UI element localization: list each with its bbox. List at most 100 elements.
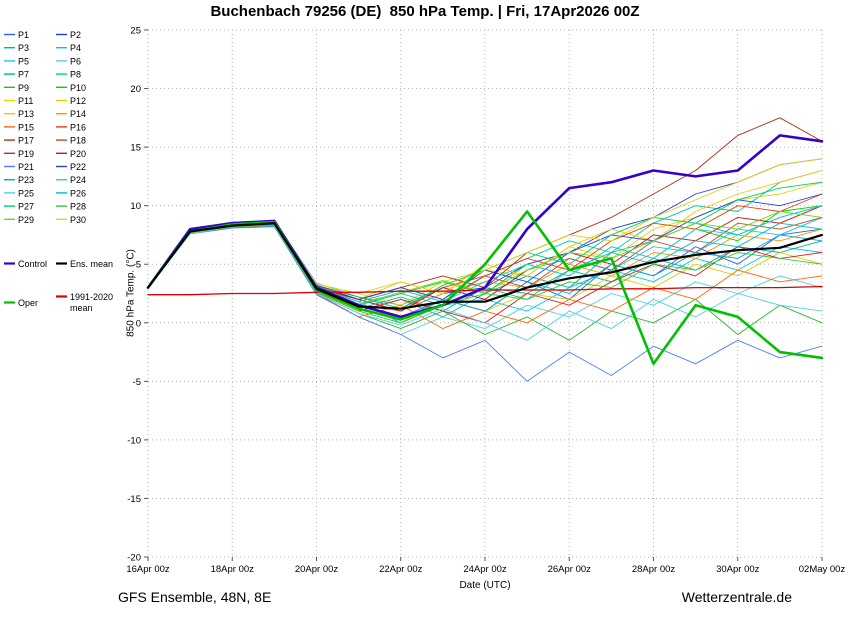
legend-label: P4 <box>70 43 81 53</box>
y-tick-label: 10 <box>130 201 141 212</box>
legend-label: 1991-2020 <box>70 292 113 302</box>
legend-item-p28: P28 <box>56 202 86 212</box>
legend-item-p13: P13 <box>4 109 34 119</box>
legend-label: P3 <box>18 43 29 53</box>
legend-label: P10 <box>70 83 86 93</box>
footer-source-label: Wetterzentrale.de <box>681 589 792 605</box>
legend-item-p24: P24 <box>56 175 86 185</box>
legend-item-ens-mean: Ens. mean <box>56 259 113 269</box>
legend-item-p7: P7 <box>4 70 29 80</box>
x-tick-label: 02May 00z <box>799 564 846 575</box>
legend-item-p10: P10 <box>56 83 86 93</box>
x-tick-label: 26Apr 00z <box>548 564 592 575</box>
legend-item-p11: P11 <box>4 96 33 106</box>
legend-item-p29: P29 <box>4 215 34 225</box>
legend-label: mean <box>70 303 93 313</box>
legend-label: Oper <box>18 298 38 308</box>
legend-label: P7 <box>18 70 29 80</box>
y-tick-label: 15 <box>130 143 141 154</box>
chart-title: Buchenbach 79256 (DE) 850 hPa Temp. | Fr… <box>210 3 640 20</box>
series-line-ens-mean <box>146 222 824 310</box>
legend-item-p12: P12 <box>56 96 86 106</box>
legend-label: P9 <box>18 83 29 93</box>
legend-label: P13 <box>18 109 34 119</box>
x-axis-label: Date (UTC) <box>459 580 511 591</box>
legend-item-p21: P21 <box>4 162 34 172</box>
legend-item-p23: P23 <box>4 175 34 185</box>
legend-item-p26: P26 <box>56 188 86 198</box>
legend-label: P25 <box>18 188 34 198</box>
series-line-oper <box>146 210 824 366</box>
series-line-p17 <box>147 117 823 300</box>
legend-label: P20 <box>70 149 86 159</box>
legend-item-p3: P3 <box>4 43 29 53</box>
legend-item-p2: P2 <box>56 30 81 40</box>
x-tick-label: 20Apr 00z <box>295 564 339 575</box>
footer-model-label: GFS Ensemble, 48N, 8E <box>118 589 272 605</box>
legend-item-p19: P19 <box>4 149 34 159</box>
x-tick-label: 30Apr 00z <box>716 564 760 575</box>
legend-label: P28 <box>70 202 86 212</box>
series-lines <box>146 117 824 382</box>
y-tick-label: 0 <box>136 318 141 329</box>
legend: P1 P2 P3 P4 P5 P6 P7 P8 P9 P10 P11 P12 P13 P14 P15 P16 P… <box>4 30 113 313</box>
legend-label: P14 <box>70 109 86 119</box>
series-line-p21 <box>147 226 823 382</box>
legend-item-oper: Oper <box>4 298 38 308</box>
x-tick-label: 24Apr 00z <box>463 564 507 575</box>
legend-label: Ens. mean <box>70 259 113 269</box>
legend-item-p22: P22 <box>56 162 86 172</box>
x-tick-label: 28Apr 00z <box>632 564 676 575</box>
y-tick-label: -10 <box>127 435 141 446</box>
legend-item-p6: P6 <box>56 56 81 66</box>
legend-label: P27 <box>18 202 34 212</box>
legend-label: P5 <box>18 56 29 66</box>
legend-item-p8: P8 <box>56 70 81 80</box>
legend-label: P23 <box>18 175 34 185</box>
y-tick-label: 20 <box>130 84 141 95</box>
series-line-p28 <box>147 225 823 324</box>
legend-label: P21 <box>18 162 34 172</box>
legend-label: P6 <box>70 56 81 66</box>
legend-item-p1: P1 <box>4 30 29 40</box>
x-tick-label: 22Apr 00z <box>379 564 423 575</box>
legend-label: P18 <box>70 136 86 146</box>
legend-label: P29 <box>18 215 34 225</box>
y-tick-label: -20 <box>127 553 141 564</box>
legend-label: P15 <box>18 122 34 132</box>
legend-item-p16: P16 <box>56 122 86 132</box>
y-tick-label: 25 <box>130 26 141 37</box>
legend-item-p9: P9 <box>4 83 29 93</box>
x-tick-label: 18Apr 00z <box>211 564 255 575</box>
legend-label: P22 <box>70 162 86 172</box>
series-line-1991-2020-mean <box>147 285 823 296</box>
y-axis-label: 850 hPa Temp. (°C) <box>125 249 137 337</box>
legend-item-p20: P20 <box>56 149 86 159</box>
legend-item-p25: P25 <box>4 188 34 198</box>
legend-item-p14: P14 <box>56 109 86 119</box>
legend-label: P11 <box>18 96 33 106</box>
legend-label: P16 <box>70 122 86 132</box>
axis-ticks: -20 -15 -10 -5 0 5 10 15 20 25 16Apr 00z 18Apr 00z 2… <box>126 26 845 576</box>
x-tick-label: 16Apr 00z <box>126 564 170 575</box>
legend-label: P8 <box>70 70 81 80</box>
legend-label: P24 <box>70 175 86 185</box>
legend-item-p15: P15 <box>4 122 34 132</box>
legend-item-p17: P17 <box>4 136 34 146</box>
y-tick-label: -5 <box>133 377 141 388</box>
legend-label: P30 <box>70 215 86 225</box>
y-tick-label: 5 <box>136 260 141 271</box>
legend-item-p18: P18 <box>56 136 86 146</box>
legend-label: P2 <box>70 30 81 40</box>
legend-label: P17 <box>18 136 34 146</box>
legend-item-p4: P4 <box>56 43 81 53</box>
legend-label: P1 <box>18 30 29 40</box>
legend-item-p5: P5 <box>4 56 29 66</box>
legend-label: P12 <box>70 96 86 106</box>
series-line-p19 <box>147 223 823 324</box>
y-tick-label: -15 <box>127 494 141 505</box>
series-line-p12 <box>147 223 823 324</box>
legend-label: P26 <box>70 188 86 198</box>
